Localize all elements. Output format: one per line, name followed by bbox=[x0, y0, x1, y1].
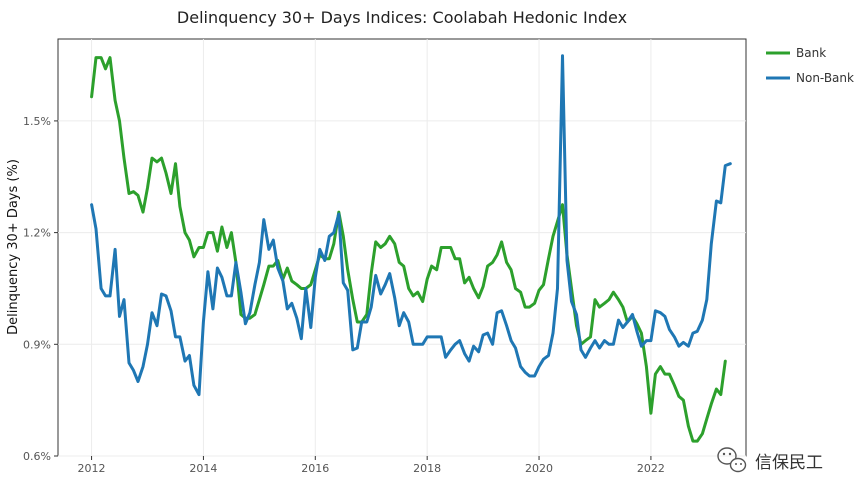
x-tick-label: 2014 bbox=[189, 462, 217, 475]
x-tick-label: 2016 bbox=[301, 462, 329, 475]
series-line-bank bbox=[90, 56, 727, 443]
series-line-non-bank bbox=[90, 54, 732, 397]
legend-label: Bank bbox=[796, 46, 826, 60]
y-tick-label: 1.5% bbox=[23, 115, 51, 128]
x-tick-label: 2012 bbox=[78, 462, 106, 475]
watermark: 信保民工 bbox=[717, 447, 823, 473]
watermark-text: 信保民工 bbox=[755, 453, 823, 473]
y-tick-label: 0.6% bbox=[23, 450, 51, 463]
y-axis-label: Delinquency 30+ Days (%) bbox=[6, 159, 21, 335]
legend-label: Non-Bank bbox=[796, 71, 854, 85]
y-axis: 0.6% 0.9% 1.2% 1.5% bbox=[23, 115, 58, 463]
x-tick-label: 2018 bbox=[413, 462, 441, 475]
x-axis: 2012 2014 2016 2018 2020 2022 bbox=[78, 456, 665, 475]
grid bbox=[58, 39, 746, 457]
series-group bbox=[90, 54, 732, 443]
y-tick-label: 1.2% bbox=[23, 227, 51, 240]
chart-title: Delinquency 30+ Days Indices: Coolabah H… bbox=[177, 8, 627, 27]
x-tick-label: 2020 bbox=[525, 462, 553, 475]
plot-area bbox=[57, 38, 747, 457]
x-tick-label: 2022 bbox=[637, 462, 665, 475]
legend: Bank Non-Bank bbox=[766, 46, 854, 85]
wechat-icon bbox=[717, 447, 747, 473]
y-tick-label: 0.9% bbox=[23, 338, 51, 351]
